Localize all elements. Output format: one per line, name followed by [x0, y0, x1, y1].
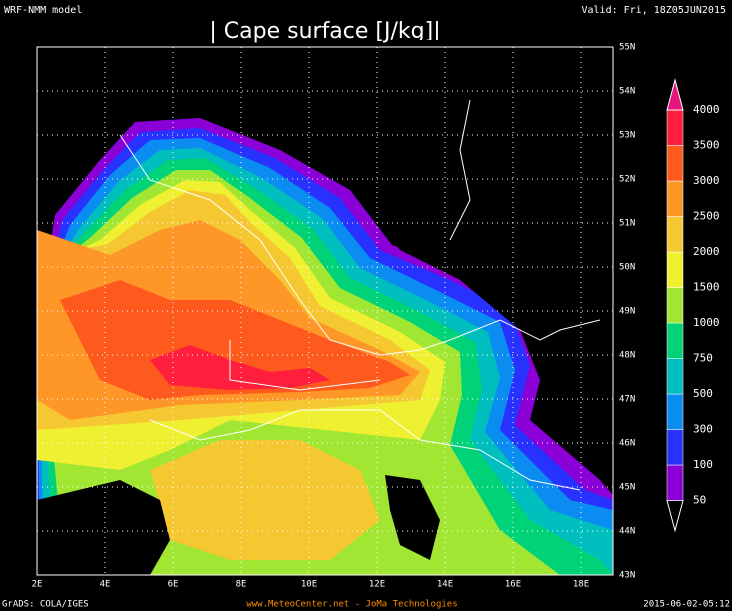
colorbar-label: 3000 — [693, 174, 720, 187]
colorbar-swatch — [666, 145, 684, 182]
colorbar-swatch — [666, 180, 684, 217]
colorbar-label: 3500 — [693, 139, 720, 152]
colorbar-swatch — [666, 358, 684, 395]
colorbar-label: 500 — [693, 387, 713, 400]
lon-label: 10E — [301, 580, 317, 590]
lon-label: 4E — [100, 580, 111, 590]
lat-label: 51N — [619, 219, 635, 229]
colorbar-arrow — [666, 78, 684, 111]
lon-label: 6E — [168, 580, 179, 590]
lat-label: 50N — [619, 263, 635, 273]
lat-label: 45N — [619, 483, 635, 493]
lat-label: 54N — [619, 87, 635, 97]
model-name: WRF-NMM model — [4, 5, 82, 16]
lat-label: 47N — [619, 395, 635, 405]
lon-label: 8E — [236, 580, 247, 590]
colorbar-label: 1500 — [693, 281, 720, 294]
footer-left: GrADS: COLA/IGES — [2, 600, 89, 610]
colorbar-label: 1000 — [693, 316, 720, 329]
colorbar-label: 50 — [693, 494, 706, 507]
lon-label: 16E — [505, 580, 521, 590]
colorbar-swatch — [666, 216, 684, 253]
colorbar-swatch — [666, 322, 684, 359]
lat-label: 44N — [619, 527, 635, 537]
lat-label: 43N — [619, 571, 635, 581]
lat-label: 48N — [619, 351, 635, 361]
colorbar-label: 2500 — [693, 210, 720, 223]
cape-field — [37, 40, 613, 575]
colorbar-label: 750 — [693, 352, 713, 365]
lon-label: 18E — [573, 580, 589, 590]
colorbar-swatch — [666, 109, 684, 146]
colorbar-label: 300 — [693, 423, 713, 436]
colorbar-label: 100 — [693, 458, 713, 471]
map-title: | Cape surface [J/kg]| — [209, 19, 440, 44]
colorbar-label: 4000 — [693, 103, 720, 116]
lat-label: 53N — [619, 131, 635, 141]
lat-label: 55N — [619, 43, 635, 53]
colorbar-swatch — [666, 393, 684, 430]
colorbar-swatch — [666, 287, 684, 324]
lat-label: 52N — [619, 175, 635, 185]
lon-label: 12E — [369, 580, 385, 590]
colorbar-label: 2000 — [693, 245, 720, 258]
footer-right: 2015-06-02-05:12 — [643, 600, 730, 610]
lat-label: 49N — [619, 307, 635, 317]
lat-label: 46N — [619, 439, 635, 449]
valid-time: Valid: Fri, 18Z05JUN2015 — [582, 5, 727, 16]
colorbar-swatch — [666, 251, 684, 288]
lon-label: 14E — [437, 580, 453, 590]
colorbar-swatch — [666, 464, 684, 501]
lon-label: 2E — [32, 580, 43, 590]
colorbar-swatch — [666, 429, 684, 466]
footer-center: www.MeteoCenter.net - JoMa Technologies — [246, 600, 457, 610]
